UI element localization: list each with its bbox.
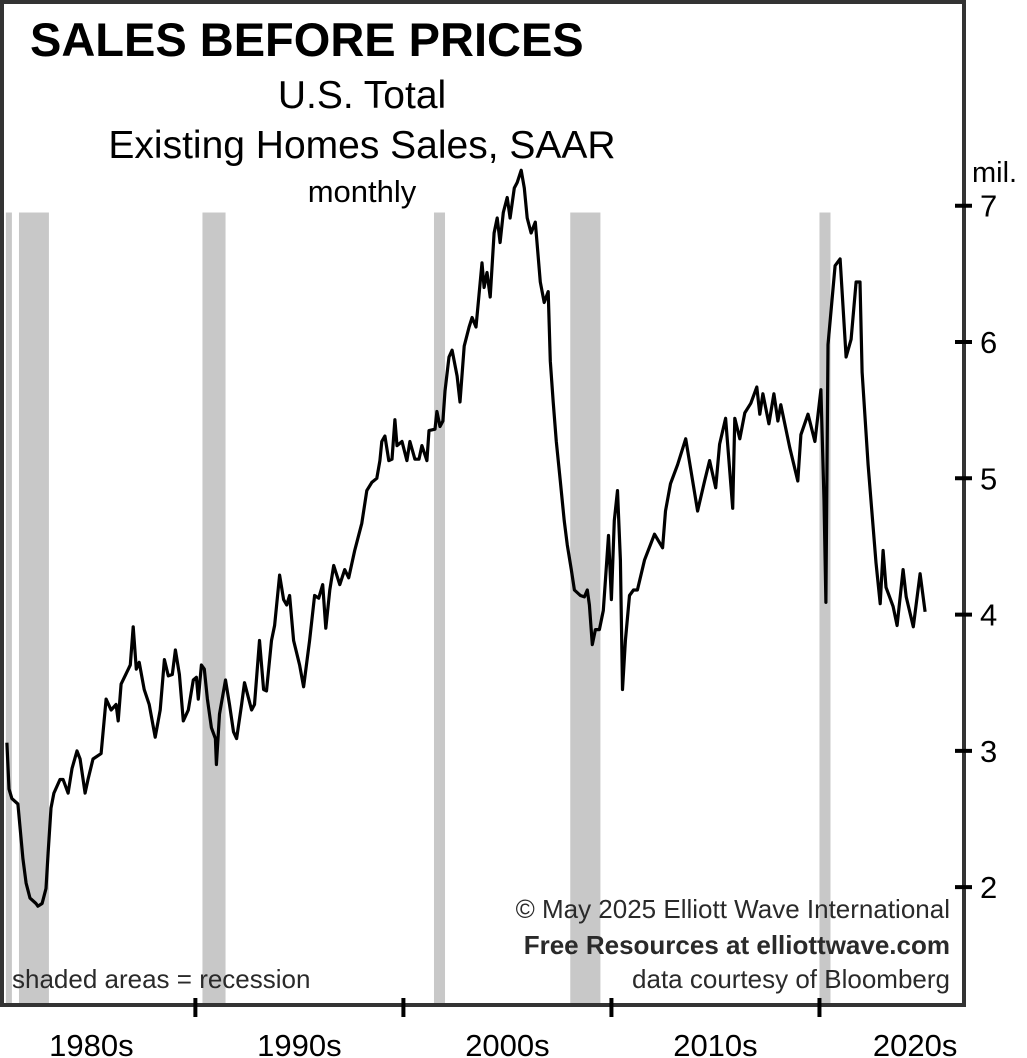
y-tick-label: 6 — [980, 325, 997, 360]
x-tick-label: 1980s — [49, 1028, 133, 1058]
y-tick-label: 4 — [980, 598, 997, 633]
recession-bar — [18, 212, 49, 1003]
recession-bar — [202, 212, 226, 1003]
y-tick-label: 5 — [980, 461, 997, 496]
copyright-text: © May 2025 Elliott Wave International — [516, 894, 950, 924]
chart-subtitle-1: U.S. Total — [278, 74, 446, 117]
x-tick-label: 1990s — [257, 1028, 341, 1058]
chart-title: SALES BEFORE PRICES — [30, 13, 584, 66]
series-line-existing-home-sales — [5, 168, 927, 908]
chart-subtitle-2: Existing Homes Sales, SAAR — [108, 124, 615, 167]
y-tick-label: 3 — [980, 734, 997, 769]
plot-frame — [0, 0, 966, 1007]
x-axis: 1980s 1990s 2000s 2010s 2020s — [49, 998, 957, 1058]
y-axis-unit-label: mil. — [972, 157, 1017, 189]
recession-bar — [5, 212, 12, 1003]
recession-legend-note: shaded areas = recession — [12, 964, 310, 994]
source-text: data courtesy of Bloomberg — [632, 964, 950, 994]
y-axis: 2 3 4 5 6 7 — [955, 189, 997, 905]
x-tick-label: 2020s — [873, 1028, 957, 1058]
recession-bar — [433, 212, 446, 1003]
x-tick-label: 2010s — [673, 1028, 757, 1058]
x-tick-label: 2000s — [465, 1028, 549, 1058]
y-tick-label: 7 — [980, 189, 997, 224]
recession-shading-group — [5, 212, 831, 1003]
y-tick-label: 2 — [980, 870, 997, 905]
recession-bar — [570, 212, 601, 1003]
recession-bar — [819, 212, 831, 1003]
chart-subtitle-3: monthly — [308, 174, 417, 209]
promo-text: Free Resources at elliottwave.com — [524, 930, 950, 960]
